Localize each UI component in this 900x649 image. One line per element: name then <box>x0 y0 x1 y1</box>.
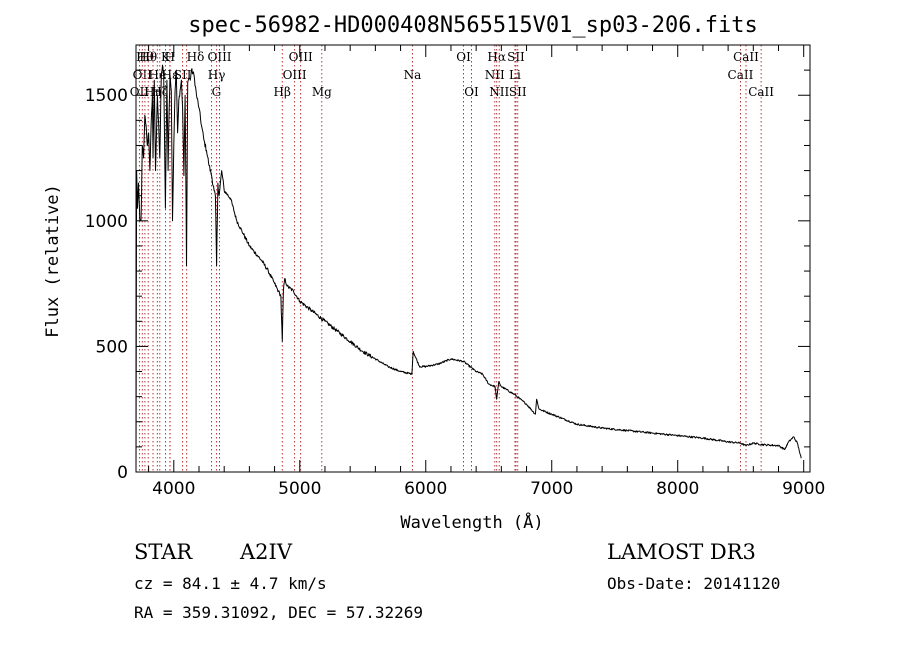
redshift-cz: cz = 84.1 ± 4.7 km/s <box>134 574 327 593</box>
obs-date: Obs-Date: 20141120 <box>607 574 781 593</box>
line-label-10: SII <box>174 68 192 82</box>
y-axis-label: Flux (relative) <box>43 184 63 338</box>
spectral-subclass: A2IV <box>240 540 292 564</box>
x-tick-label: 7000 <box>530 479 573 499</box>
x-tick-label: 9000 <box>782 479 825 499</box>
line-label-23: Hα <box>487 50 506 64</box>
line-label-22: NII <box>485 68 505 82</box>
x-axis-label: Wavelength (Å) <box>400 511 543 533</box>
line-label-24: NII <box>489 85 509 99</box>
x-tick-label: 6000 <box>404 479 447 499</box>
line-label-15: Hβ <box>274 85 291 99</box>
x-tick-label: 4000 <box>152 479 195 499</box>
line-label-16: OIII <box>283 68 307 82</box>
x-tick-label: 8000 <box>656 479 699 499</box>
spectrum-line <box>135 64 802 473</box>
line-label-7: K <box>161 50 171 64</box>
series-layer <box>135 64 802 473</box>
line-label-2: Hθ <box>136 50 154 64</box>
plot-frame <box>135 44 811 473</box>
chart-title: spec-56982-HD000408N565515V01_sp03-206.f… <box>188 13 758 38</box>
coordinates: RA = 359.31092, DEC = 57.32269 <box>134 603 423 622</box>
line-label-3: Hθ <box>139 50 157 64</box>
line-label-25: Li <box>509 68 521 82</box>
y-tick-label: 500 <box>96 337 128 357</box>
y-tick-label: 1500 <box>85 86 128 106</box>
line-label-28: CaII <box>728 68 754 82</box>
line-label-27: SII <box>509 85 527 99</box>
line-label-21: OI <box>464 85 479 99</box>
axes-layer: 4000 5000 6000 7000 8000 9000 0 500 1000 1500 <box>85 44 825 499</box>
line-label-30: CaII <box>748 85 774 99</box>
y-tick-label: 1000 <box>85 212 128 232</box>
y-tick-label: 0 <box>117 463 128 483</box>
line-label-12: G <box>212 85 222 99</box>
line-label-1: OII <box>133 68 153 82</box>
emission-lines-layer: OIIOIIHθHθHηHeHζKHHεSIIHδGHγOIIIHβOIIIOI… <box>130 45 774 472</box>
line-label-29: CaII <box>733 50 759 64</box>
object-class: STAR <box>134 540 193 564</box>
line-label-13: Hγ <box>208 68 226 82</box>
line-label-11: Hδ <box>187 50 205 64</box>
x-tick-label: 5000 <box>278 479 321 499</box>
line-label-17: OIII <box>289 50 313 64</box>
line-label-18: Mg <box>312 85 332 99</box>
line-label-19: Na <box>404 68 422 82</box>
line-label-14: OIII <box>207 50 231 64</box>
line-label-26: SII <box>507 50 525 64</box>
line-label-20: OI <box>456 50 471 64</box>
survey-label: LAMOST DR3 <box>607 540 756 564</box>
